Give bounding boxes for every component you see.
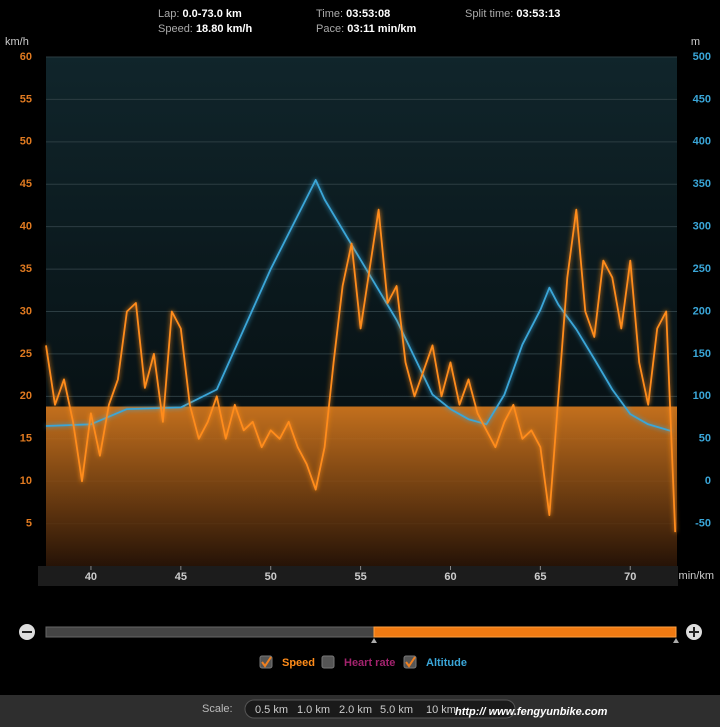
slider-track[interactable] — [45, 626, 375, 638]
scale-option[interactable]: 2.0 km — [339, 704, 372, 716]
value: 03:53:08 — [346, 8, 390, 20]
y-tick-label: 45 — [20, 178, 32, 190]
value: 03:11 min/km — [347, 23, 416, 35]
value: 18.80 km/h — [196, 23, 253, 35]
y2-tick-label: 400 — [693, 136, 711, 148]
lap-info: Lap: 0.0-73.0 km — [158, 8, 242, 20]
y-tick-label: 25 — [20, 348, 32, 360]
y2-tick-label: 500 — [693, 51, 711, 63]
y2-tick-label: 100 — [693, 390, 711, 402]
scale-option[interactable]: 0.5 km — [255, 704, 288, 716]
slider-selection[interactable] — [373, 626, 677, 638]
y-tick-label: 20 — [20, 390, 32, 402]
series-line — [45, 179, 672, 432]
x-axis-label: min/km — [679, 570, 714, 582]
y2-axis-label: m — [691, 36, 700, 48]
y2-tick-label: 150 — [693, 348, 711, 360]
legend-checkbox[interactable] — [321, 655, 335, 669]
y2-tick-label: 450 — [693, 93, 711, 105]
scale-option[interactable]: 10 km — [426, 704, 456, 716]
y2-tick-label: 300 — [693, 221, 711, 233]
watermark: http:// www.fengyunbike.com — [455, 706, 608, 718]
x-tick-label: 50 — [265, 571, 277, 583]
check-mark — [261, 656, 272, 668]
time-info: Time: 03:53:08 — [316, 8, 390, 20]
y-tick-label: 30 — [20, 305, 32, 317]
x-tick-label: 65 — [534, 571, 546, 583]
slider-handle[interactable] — [673, 638, 679, 643]
slider-handle[interactable] — [371, 638, 377, 643]
average-band — [46, 406, 677, 566]
y-axis-label: km/h — [5, 36, 29, 48]
y-tick-label: 60 — [20, 51, 32, 63]
y-tick-label: 5 — [26, 517, 32, 529]
series-line — [45, 208, 677, 533]
legend-label: Altitude — [426, 657, 467, 669]
y-tick-label: 40 — [20, 221, 32, 233]
scale-label: Scale: — [202, 703, 233, 715]
y2-tick-label: 200 — [693, 305, 711, 317]
plus-icon — [693, 627, 695, 637]
x-tick-label: 55 — [354, 571, 366, 583]
plot: 5 10 15 20 25 30 35 40 45 50 55 60 -50 0 50 100 150 200 25… — [20, 51, 711, 583]
speed-info: Speed: 18.80 km/h — [158, 23, 252, 35]
check-mark — [405, 656, 416, 668]
x-tick-label: 40 — [85, 571, 97, 583]
legend-label: Speed — [282, 657, 315, 669]
y-tick-label: 50 — [20, 136, 32, 148]
y2-tick-label: 250 — [693, 263, 711, 275]
label: Speed: — [158, 23, 193, 35]
scale-option[interactable]: 1.0 km — [297, 704, 330, 716]
label: Lap: — [158, 8, 179, 20]
legend-label: Heart rate — [344, 657, 395, 669]
y-tick-label: 15 — [20, 433, 32, 445]
x-axis-strip — [38, 566, 678, 586]
pace-info: Pace: 03:11 min/km — [316, 23, 417, 35]
y-tick-label: 55 — [20, 93, 32, 105]
scale-option[interactable]: 5.0 km — [380, 704, 413, 716]
y2-tick-label: 0 — [705, 475, 711, 487]
scale-options: 0.5 km 1.0 km 2.0 km 5.0 km 10 km — [255, 704, 456, 716]
y2-tick-label: 50 — [699, 433, 711, 445]
minus-icon — [22, 631, 32, 633]
y-tick-label: 10 — [20, 475, 32, 487]
label: Time: — [316, 8, 343, 20]
scale-pill — [244, 699, 516, 719]
y-tick-label: 35 — [20, 263, 32, 275]
y2-tick-label: 350 — [693, 178, 711, 190]
label: Split time: — [465, 8, 513, 20]
x-tick-label: 45 — [175, 571, 187, 583]
split-info: Split time: 03:53:13 — [465, 8, 560, 20]
x-tick-label: 60 — [444, 571, 456, 583]
legend: Speed Heart rate Altitude — [259, 655, 467, 669]
label: Pace: — [316, 23, 344, 35]
x-tick-label: 70 — [624, 571, 636, 583]
value: 03:53:13 — [516, 8, 560, 20]
value: 0.0-73.0 km — [182, 8, 242, 20]
y2-tick-label: -50 — [695, 517, 711, 529]
